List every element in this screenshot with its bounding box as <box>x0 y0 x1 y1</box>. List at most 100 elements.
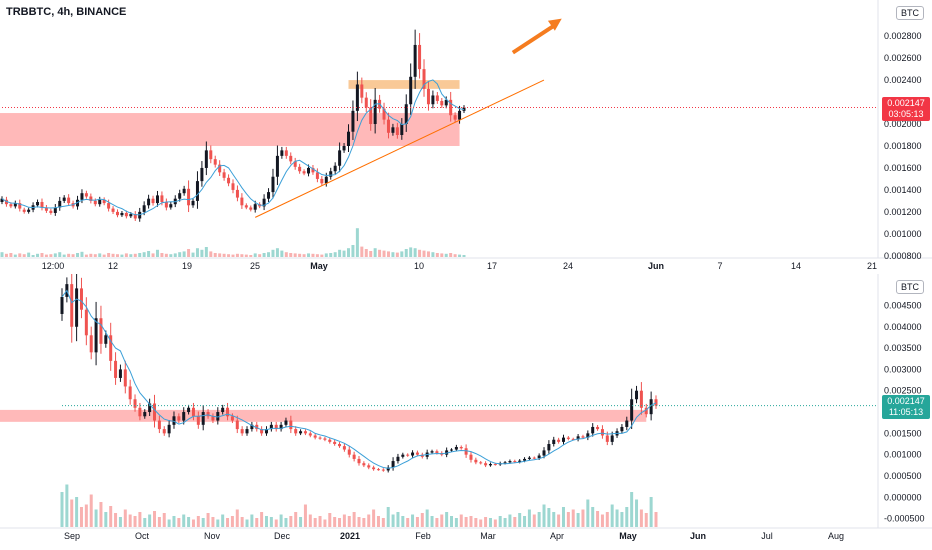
volume-bar <box>182 514 186 527</box>
volume-bar <box>298 253 302 257</box>
volume-bar <box>60 492 64 527</box>
candle-body <box>250 424 254 430</box>
candle-body <box>347 131 350 146</box>
volume-bar <box>9 253 13 257</box>
candle-body <box>245 429 249 434</box>
volume-bar <box>386 251 390 257</box>
chart-panel-top[interactable]: 0.0028000.0026000.0024000.0022000.002000… <box>0 0 932 273</box>
candle-body <box>404 104 408 125</box>
volume-bar <box>328 513 332 527</box>
time-tick-label: Apr <box>550 531 564 541</box>
candle-body <box>211 416 215 421</box>
price-tick-label: 0.002600 <box>884 53 922 63</box>
volume-bar <box>364 249 368 257</box>
volume-bar <box>440 253 444 257</box>
candle-body <box>586 433 590 438</box>
volume-bar <box>523 516 527 527</box>
candle-body <box>169 204 173 208</box>
volume-bar <box>382 250 386 257</box>
volume-bar <box>89 253 93 257</box>
candle-body <box>0 198 4 202</box>
time-tick-label: Dec <box>274 531 291 541</box>
price-chart-daily[interactable]: 0.004500 0.004000 0.003500 0.003000 0.002500… <box>0 274 932 550</box>
volume-bar <box>620 512 624 527</box>
bar-countdown: 03:05:13 <box>888 108 924 119</box>
candle-body <box>49 210 53 213</box>
volume-bar <box>102 254 106 257</box>
volume-bar <box>80 251 84 257</box>
candle-body <box>172 416 176 425</box>
candle-body <box>148 403 152 413</box>
candle-body <box>227 177 231 184</box>
volume-bar <box>76 253 80 257</box>
volume-bar <box>418 249 422 257</box>
time-tick-label: 2021 <box>340 531 360 541</box>
candle-body <box>488 464 492 466</box>
candle-body <box>373 99 377 125</box>
resistance-zone <box>348 80 460 89</box>
candle-body <box>94 318 98 353</box>
volume-bar <box>209 251 213 257</box>
volume-bar <box>324 253 328 257</box>
volume-bar <box>311 253 315 257</box>
volume-bar <box>167 519 171 527</box>
candle-body <box>289 155 293 162</box>
volume-bar <box>255 518 259 527</box>
time-tick-label: Sep <box>64 531 80 541</box>
candle-body <box>129 214 133 217</box>
volume-bar <box>413 248 417 257</box>
candle-body <box>182 188 186 194</box>
candle-body <box>630 399 634 421</box>
volume-bar <box>630 492 634 527</box>
volume-bar <box>280 250 284 257</box>
volume-bar <box>279 514 283 527</box>
price-chart-4h[interactable]: 0.0028000.0026000.0024000.0022000.002000… <box>0 0 932 273</box>
volume-bar <box>610 504 614 527</box>
currency-badge[interactable]: BTC <box>896 280 924 294</box>
currency-badge[interactable]: BTC <box>896 6 924 20</box>
volume-bar <box>275 248 279 257</box>
volume-bar <box>294 512 298 527</box>
volume-bar <box>0 252 4 257</box>
candle-body <box>484 463 488 466</box>
candle-body <box>255 424 259 430</box>
candle-body <box>120 212 124 216</box>
candle-body <box>561 437 565 442</box>
candle-body <box>213 159 217 165</box>
volume-bar <box>143 518 147 527</box>
volume-bar <box>249 255 253 257</box>
volume-bar <box>498 516 502 527</box>
volume-bar <box>206 513 210 527</box>
volume-bar <box>155 249 159 257</box>
candle-body <box>36 201 40 206</box>
candle-body <box>454 446 458 450</box>
candle-body <box>299 431 303 434</box>
volume-bar <box>615 509 619 527</box>
candle-body <box>84 193 88 197</box>
chart-panel-bottom[interactable]: 0.004500 0.004000 0.003500 0.003000 0.002500… <box>0 274 932 550</box>
candle-body <box>60 296 64 314</box>
candle-body <box>323 438 327 440</box>
candle-body <box>453 115 457 120</box>
volume-bar <box>201 518 205 527</box>
candle-body <box>333 441 337 445</box>
price-tick-label: 0.003000 <box>884 364 922 374</box>
candle-body <box>315 172 319 179</box>
time-tick-label: 17 <box>487 261 497 271</box>
volume-bar <box>293 253 297 257</box>
volume-bar <box>591 507 595 527</box>
volume-bar <box>58 252 62 257</box>
candle-body <box>153 403 157 421</box>
volume-bar <box>474 518 478 527</box>
candle-body <box>435 95 439 101</box>
moving-average-line <box>61 289 657 469</box>
time-tick-label: 21 <box>867 261 877 271</box>
volume-bar <box>367 514 371 527</box>
candle-body <box>547 444 551 451</box>
volume-bar <box>464 517 468 527</box>
candle-body <box>178 193 182 199</box>
candle-body <box>4 199 8 205</box>
price-tick-label: 0.001400 <box>884 185 922 195</box>
candle-body <box>479 462 483 464</box>
candle-body <box>253 204 257 210</box>
